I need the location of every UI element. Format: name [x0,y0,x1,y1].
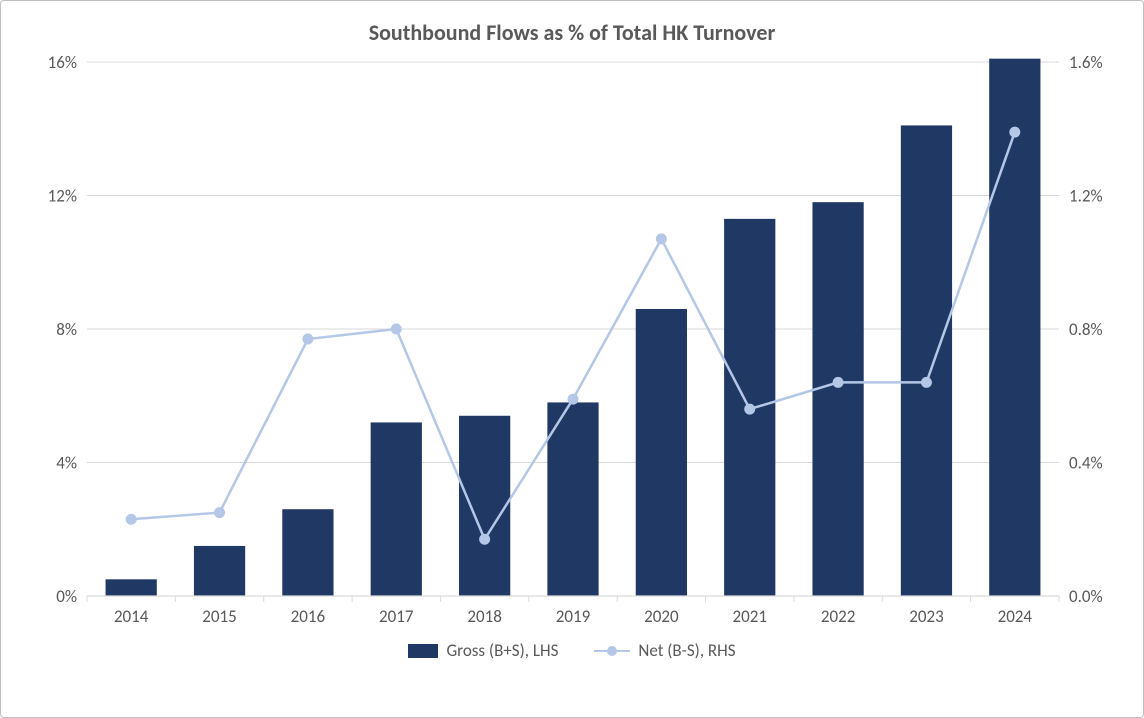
x-tick-label: 2015 [202,606,236,627]
x-tick-label: 2019 [556,606,591,627]
x-tick-label: 2023 [909,606,943,627]
line-marker [391,324,401,334]
legend-label-bar: Gross (B+S), LHS [446,640,558,661]
legend-swatch-line [594,642,630,660]
chart-frame: Southbound Flows as % of Total HK Turnov… [0,0,1144,718]
x-tick-label: 2017 [379,606,414,627]
svg-text:0.4%: 0.4% [1069,453,1103,474]
legend-item-bar: Gross (B+S), LHS [408,640,558,661]
line-marker [833,377,843,387]
svg-text:12%: 12% [48,186,77,207]
chart-legend: Gross (B+S), LHS Net (B-S), RHS [25,640,1119,661]
bar [106,579,157,596]
line-marker [745,404,755,414]
svg-text:0.8%: 0.8% [1069,319,1103,340]
legend-line-marker [607,646,617,656]
bar [194,546,245,596]
svg-text:0.0%: 0.0% [1069,586,1103,607]
bar [989,59,1040,596]
svg-text:8%: 8% [56,319,77,340]
line-marker [480,534,490,544]
bar [282,509,333,596]
legend-item-line: Net (B-S), RHS [594,640,735,661]
chart-title: Southbound Flows as % of Total HK Turnov… [25,19,1119,46]
svg-text:1.2%: 1.2% [1069,186,1103,207]
line-marker [656,234,666,244]
bar [459,416,510,596]
svg-text:16%: 16% [48,52,77,73]
bar [901,125,952,596]
x-tick-label: 2022 [821,606,855,627]
bar [812,202,863,596]
x-tick-label: 2021 [732,606,766,627]
bar [371,422,422,596]
x-tick-label: 2020 [644,606,679,627]
x-tick-label: 2014 [114,606,149,627]
legend-label-line: Net (B-S), RHS [638,640,735,661]
x-tick-label: 2016 [291,606,326,627]
line-marker [303,334,313,344]
chart-plot: 16% 12% 8% 4% 0% 0.0% 0.4% 0.8% 1.2% 1.6% 2014 2015… [25,52,1121,634]
svg-text:0%: 0% [56,586,77,607]
x-tick-label: 2024 [998,606,1033,627]
line-marker [126,514,136,524]
line-marker [1010,127,1020,137]
bar [547,402,598,596]
legend-swatch-bar [408,644,438,658]
line-marker [568,394,578,404]
svg-text:1.6%: 1.6% [1069,52,1103,73]
svg-text:4%: 4% [56,453,77,474]
x-tick-label: 2018 [467,606,501,627]
line-marker [921,377,931,387]
bar [636,309,687,596]
line-marker [215,508,225,518]
